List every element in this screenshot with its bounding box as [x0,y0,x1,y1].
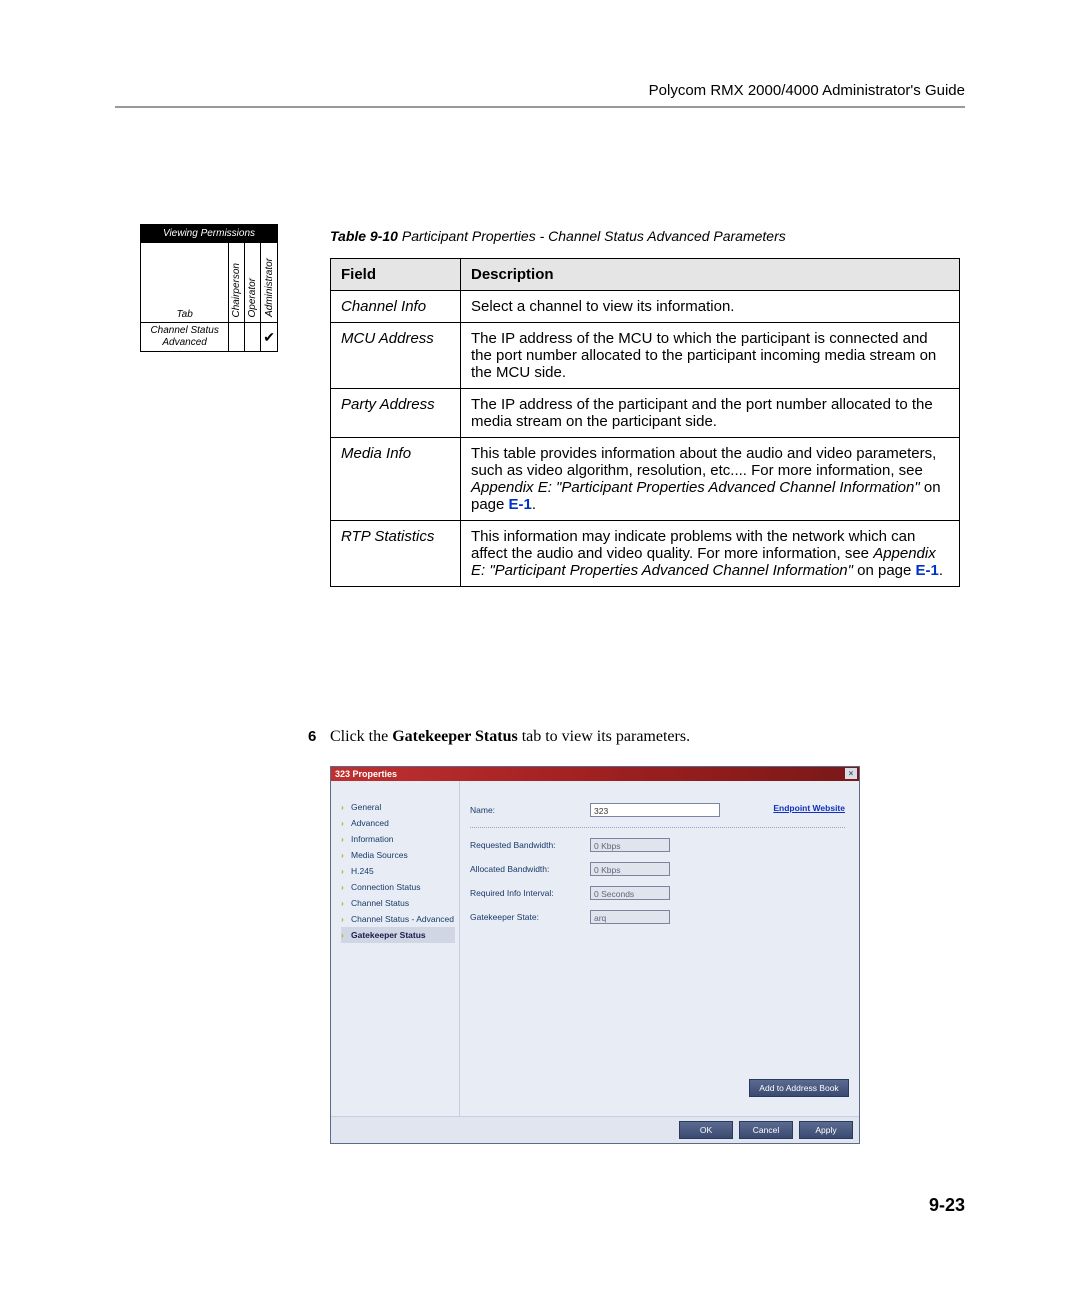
caption-label: Table 9-10 [330,228,398,244]
req-int-label: Required Info Interval: [470,888,590,898]
properties-table: Field Description Channel Info Select a … [330,258,960,587]
desc-party-address: The IP address of the participant and th… [461,389,960,438]
close-icon[interactable]: × [845,768,857,779]
name-label: Name: [470,805,590,815]
desc-media-info: This table provides information about th… [461,438,960,521]
nav-gatekeeper-status[interactable]: Gatekeeper Status [341,927,455,943]
field-media-info: Media Info [331,438,461,521]
desc-mcu-address: The IP address of the MCU to which the p… [461,323,960,389]
nav-h245[interactable]: H.245 [341,863,455,879]
desc-rtp-statistics: This information may indicate problems w… [461,521,960,587]
perm-check-op [245,323,261,352]
field-party-address: Party Address [331,389,461,438]
field-mcu-address: MCU Address [331,323,461,389]
dialog-footer: OK Cancel Apply [331,1116,859,1143]
endpoint-website-link[interactable]: Endpoint Website [773,803,845,813]
perm-col-chairperson: Chairperson [229,243,245,323]
nav-connection-status[interactable]: Connection Status [341,879,455,895]
dialog-nav: General Advanced Information Media Sourc… [331,781,459,1121]
page-header-title: Polycom RMX 2000/4000 Administrator's Gu… [649,82,965,99]
header-rule [115,106,965,108]
caption-text: Participant Properties - Channel Status … [402,228,786,244]
ok-button[interactable]: OK [679,1121,733,1139]
field-channel-info: Channel Info [331,291,461,323]
alloc-bw-label: Allocated Bandwidth: [470,864,590,874]
apply-button[interactable]: Apply [799,1121,853,1139]
hdr-description: Description [461,259,960,291]
properties-dialog: 323 Properties × General Advanced Inform… [330,766,860,1144]
perm-row-label: Channel Status Advanced [141,323,229,352]
desc-channel-info: Select a channel to view its information… [461,291,960,323]
nav-information[interactable]: Information [341,831,455,847]
page-number: 9-23 [929,1195,965,1216]
perm-col-administrator: Administrator [261,243,278,323]
nav-advanced[interactable]: Advanced [341,815,455,831]
step-num: 6 [308,728,316,745]
hdr-field: Field [331,259,461,291]
dialog-content: Endpoint Website Name: 323 Requested Ban… [459,781,859,1121]
perm-check-chair [229,323,245,352]
req-bw-field: 0 Kbps [590,838,670,852]
name-field[interactable]: 323 [590,803,720,817]
cancel-button[interactable]: Cancel [739,1121,793,1139]
perm-title: Viewing Permissions [141,225,278,243]
perm-col-operator: Operator [245,243,261,323]
req-int-field: 0 Seconds [590,886,670,900]
divider [470,827,845,828]
gk-state-label: Gatekeeper State: [470,912,590,922]
dialog-title: 323 Properties [335,769,397,779]
add-to-address-book-button[interactable]: Add to Address Book [749,1079,849,1097]
perm-check-admin: ✔ [261,323,278,352]
step-6: 6 Click the Gatekeeper Status tab to vie… [330,728,690,746]
alloc-bw-field: 0 Kbps [590,862,670,876]
gk-state-field: arq [590,910,670,924]
req-bw-label: Requested Bandwidth: [470,840,590,850]
field-rtp-statistics: RTP Statistics [331,521,461,587]
perm-tab-hdr: Tab [141,243,229,323]
nav-channel-status[interactable]: Channel Status [341,895,455,911]
table-caption: Table 9-10 Participant Properties - Chan… [330,228,786,244]
viewing-permissions-table: Viewing Permissions Tab Chairperson Oper… [140,224,278,352]
nav-general[interactable]: General [341,799,455,815]
nav-media-sources[interactable]: Media Sources [341,847,455,863]
dialog-titlebar: 323 Properties × [331,767,859,781]
nav-channel-status-adv[interactable]: Channel Status - Advanced [341,911,455,927]
